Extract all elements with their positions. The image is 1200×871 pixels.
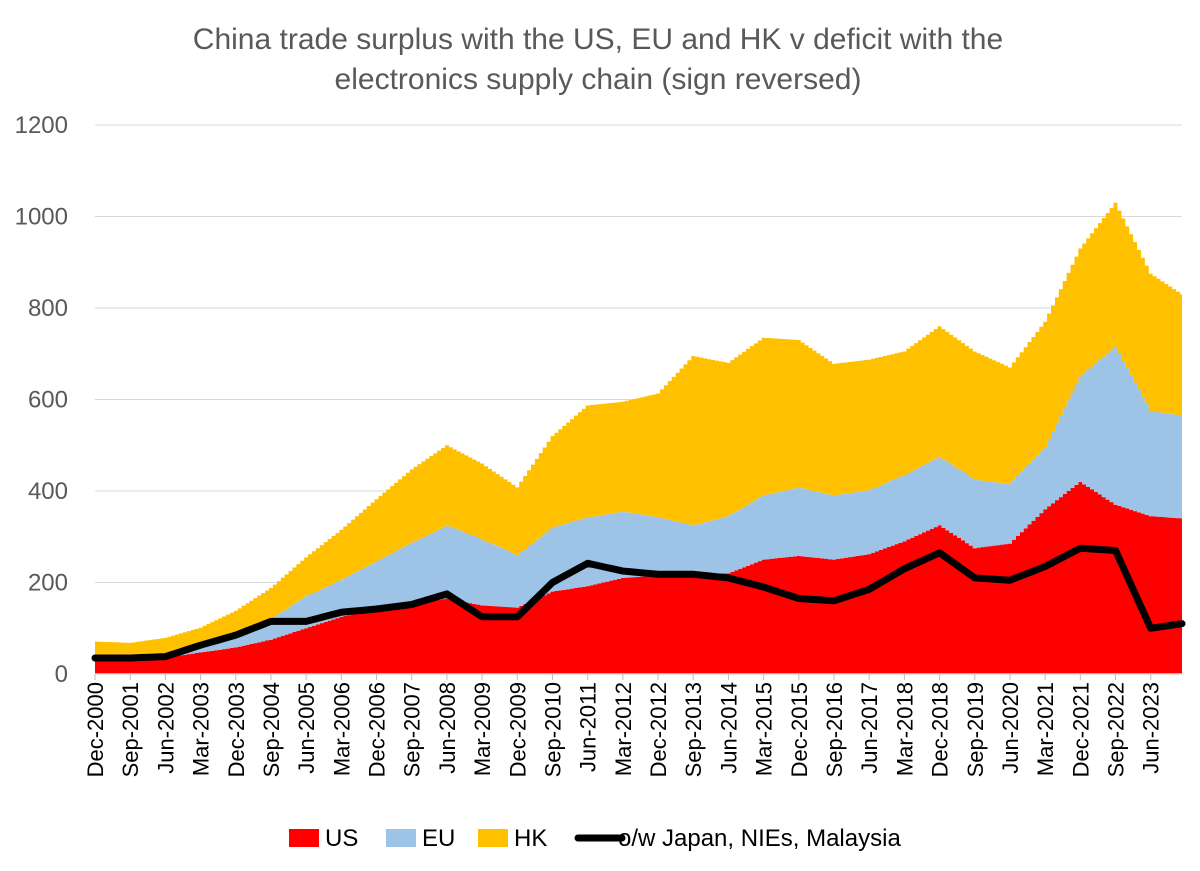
legend-swatch-hk — [478, 829, 508, 847]
x-tick-label: Dec-2006 — [365, 682, 390, 777]
y-tick-label: 600 — [28, 387, 68, 414]
x-tick-label: Sep-2022 — [1104, 682, 1129, 777]
legend-swatch-us — [289, 829, 319, 847]
x-tick-label: Jun-2023 — [1139, 682, 1164, 774]
x-tick-label: Mar-2021 — [1033, 682, 1058, 776]
x-tick-label: Dec-2021 — [1068, 682, 1093, 777]
x-tick-label: Mar-2018 — [892, 682, 917, 776]
x-tick-label: Mar-2003 — [189, 682, 214, 776]
x-tick-label: Sep-2007 — [400, 682, 425, 777]
legend-label-hk: HK — [514, 825, 547, 852]
x-tick-label: Dec-2012 — [646, 682, 671, 777]
chart-title-line-1: China trade surplus with the US, EU and … — [193, 23, 1003, 56]
x-tick-label: Jun-2017 — [857, 682, 882, 774]
x-tick-label: Jun-2014 — [716, 682, 741, 774]
x-tick-label: Jun-2011 — [576, 682, 601, 772]
x-tick-label: Sep-2013 — [681, 682, 706, 777]
x-tick-label: Sep-2004 — [259, 682, 284, 777]
x-tick-label: Mar-2015 — [752, 682, 777, 776]
area-series-hk — [95, 202, 1182, 660]
x-tick-label: Sep-2010 — [540, 682, 565, 777]
x-tick-label: Jun-2008 — [435, 682, 460, 774]
x-tick-label: Dec-2018 — [928, 682, 953, 777]
x-tick-label: Dec-2000 — [83, 682, 108, 777]
x-tick-label: Mar-2006 — [329, 682, 354, 776]
axes: 0 200 400 600 800 1000 1200 Dec-2000 Sep-2001 Jun… — [15, 112, 1182, 777]
x-tick-label: Mar-2012 — [611, 682, 636, 776]
x-tick-label: Sep-2001 — [118, 682, 143, 777]
legend-label-eu: EU — [422, 825, 455, 852]
x-tick-label: Jun-2005 — [294, 682, 319, 774]
area-series-eu — [95, 346, 1182, 662]
y-tick-label: 400 — [28, 478, 68, 505]
x-tick-label: Sep-2016 — [822, 682, 847, 777]
y-tick-label: 800 — [28, 295, 68, 322]
x-tick-label: Dec-2003 — [224, 682, 249, 777]
legend-label-line: o/w Japan, NIEs, Malaysia — [618, 825, 901, 852]
y-tick-label: 200 — [28, 570, 68, 597]
line-series — [91, 544, 1186, 662]
legend: US EU HK o/w Japan, NIEs, Malaysia — [289, 825, 901, 852]
y-tick-label: 1000 — [15, 204, 68, 231]
x-tick-label: Dec-2009 — [505, 682, 530, 777]
chart-title-line-2: electronics supply chain (sign reversed) — [335, 63, 862, 96]
stacked-areas — [95, 202, 1182, 674]
x-tick-label: Dec-2015 — [787, 682, 812, 777]
area-series-us — [95, 481, 1182, 674]
y-tick-label: 1200 — [15, 112, 68, 139]
line-series-japan-nies-malaysia — [91, 544, 1186, 662]
x-tick-label: Mar-2009 — [470, 682, 495, 776]
legend-label-us: US — [325, 825, 358, 852]
x-tick-label: Sep-2019 — [963, 682, 988, 777]
y-tick-label: 0 — [55, 661, 68, 688]
x-tick-label: Jun-2020 — [998, 682, 1023, 774]
x-tick-label: Jun-2002 — [153, 682, 178, 774]
legend-swatch-eu — [386, 829, 416, 847]
